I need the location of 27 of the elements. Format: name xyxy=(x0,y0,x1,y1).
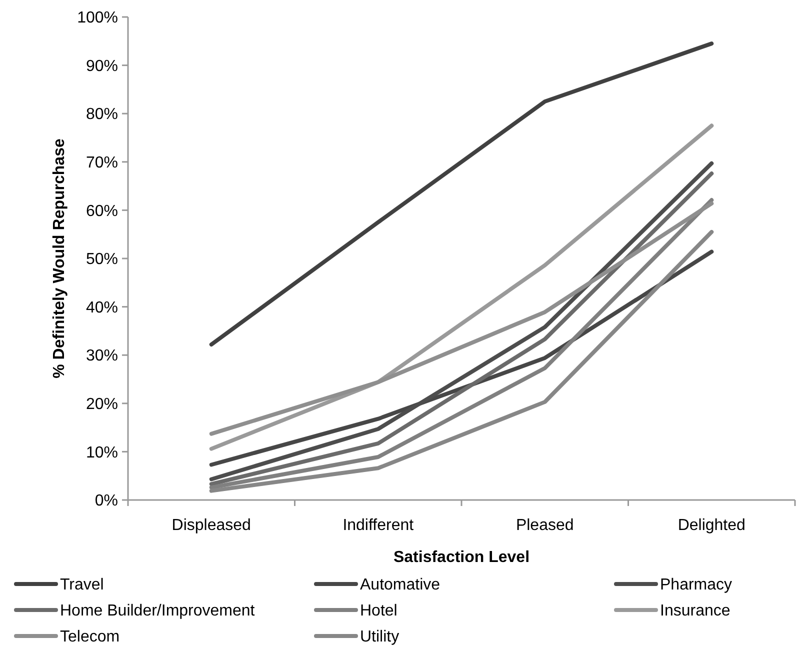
y-tick-label: 0% xyxy=(94,492,118,510)
x-tick-label: Pleased xyxy=(516,517,574,534)
legend-label: Automative xyxy=(360,576,440,594)
y-tick-label: 100% xyxy=(77,10,118,27)
legend-label: Home Builder/Improvement xyxy=(60,602,256,620)
y-axis-title: % Definitely Would Repurchase xyxy=(51,138,68,378)
y-tick-label: 60% xyxy=(86,202,118,220)
legend-label: Travel xyxy=(60,576,104,594)
legend-label: Pharmacy xyxy=(660,576,732,594)
legend-label: Hotel xyxy=(360,602,398,620)
legend-label: Telecom xyxy=(60,628,120,646)
y-tick-label: 10% xyxy=(86,444,118,462)
y-tick-label: 90% xyxy=(86,58,118,75)
x-tick-label: Displeased xyxy=(172,517,251,534)
line-series xyxy=(209,124,714,451)
legend-label: Utility xyxy=(360,628,400,646)
y-tick-label: 80% xyxy=(86,106,118,124)
line-series xyxy=(209,42,714,346)
legend-label: Insurance xyxy=(660,602,730,620)
y-tick-label: 70% xyxy=(86,154,118,172)
x-tick-label: Delighted xyxy=(678,517,746,534)
y-tick-label: 20% xyxy=(86,396,118,413)
y-tick-label: 50% xyxy=(86,251,118,268)
y-tick-label: 30% xyxy=(86,348,118,365)
x-tick-label: Indifferent xyxy=(342,517,414,534)
y-tick-label: 40% xyxy=(86,299,118,316)
x-axis-title: Satisfaction Level xyxy=(393,549,530,566)
